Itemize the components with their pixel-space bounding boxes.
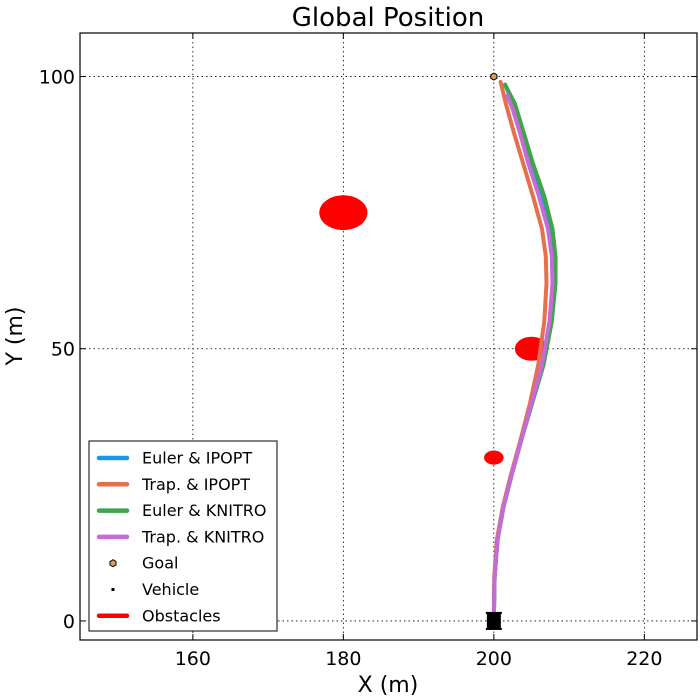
legend-label-goal: Goal bbox=[142, 554, 178, 573]
x-axis-label: X (m) bbox=[358, 673, 419, 698]
chart-title: Global Position bbox=[292, 3, 484, 33]
ticks: 160 180 200 220 0 50 100 bbox=[39, 33, 697, 670]
x-tick-label: 220 bbox=[626, 648, 662, 670]
series-lines bbox=[491, 80, 558, 623]
y-tick-label: 0 bbox=[63, 611, 75, 633]
plot-frame bbox=[79, 32, 698, 641]
x-tick-label: 180 bbox=[325, 648, 361, 670]
legend: Euler & IPOPT Trap. & IPOPT Euler & KNITRO… bbox=[88, 440, 278, 632]
x-tick-label: 160 bbox=[175, 648, 211, 670]
vehicle-wheel bbox=[485, 627, 488, 630]
vehicle-marker bbox=[486, 611, 501, 630]
legend-label-obstacles: Obstacles bbox=[142, 606, 221, 625]
trajectory-trap-knitro bbox=[491, 93, 555, 623]
legend-label-trap-knitro: Trap. & KNITRO bbox=[141, 527, 264, 546]
grid bbox=[80, 33, 697, 640]
legend-swatch-goal bbox=[109, 559, 117, 568]
vehicle-wheel bbox=[499, 611, 502, 614]
vehicle-wheel bbox=[499, 627, 502, 630]
vehicle-wheel bbox=[485, 611, 488, 614]
obstacle bbox=[484, 450, 504, 465]
legend-label-trap-ipopt: Trap. & IPOPT bbox=[141, 475, 250, 494]
goal-marker bbox=[490, 72, 498, 81]
y-axis-label: Y (m) bbox=[3, 306, 28, 366]
legend-swatch-vehicle bbox=[111, 588, 115, 591]
obstacle bbox=[319, 195, 368, 231]
legend-label-euler-ipopt: Euler & IPOPT bbox=[142, 449, 252, 468]
obstacles bbox=[319, 195, 549, 465]
y-tick-label: 100 bbox=[39, 67, 75, 89]
markers bbox=[485, 72, 502, 630]
legend-label-vehicle: Vehicle bbox=[142, 580, 199, 599]
x-tick-label: 200 bbox=[476, 648, 512, 670]
y-tick-label: 50 bbox=[51, 339, 75, 361]
legend-label-euler-knitro: Euler & KNITRO bbox=[142, 501, 266, 520]
